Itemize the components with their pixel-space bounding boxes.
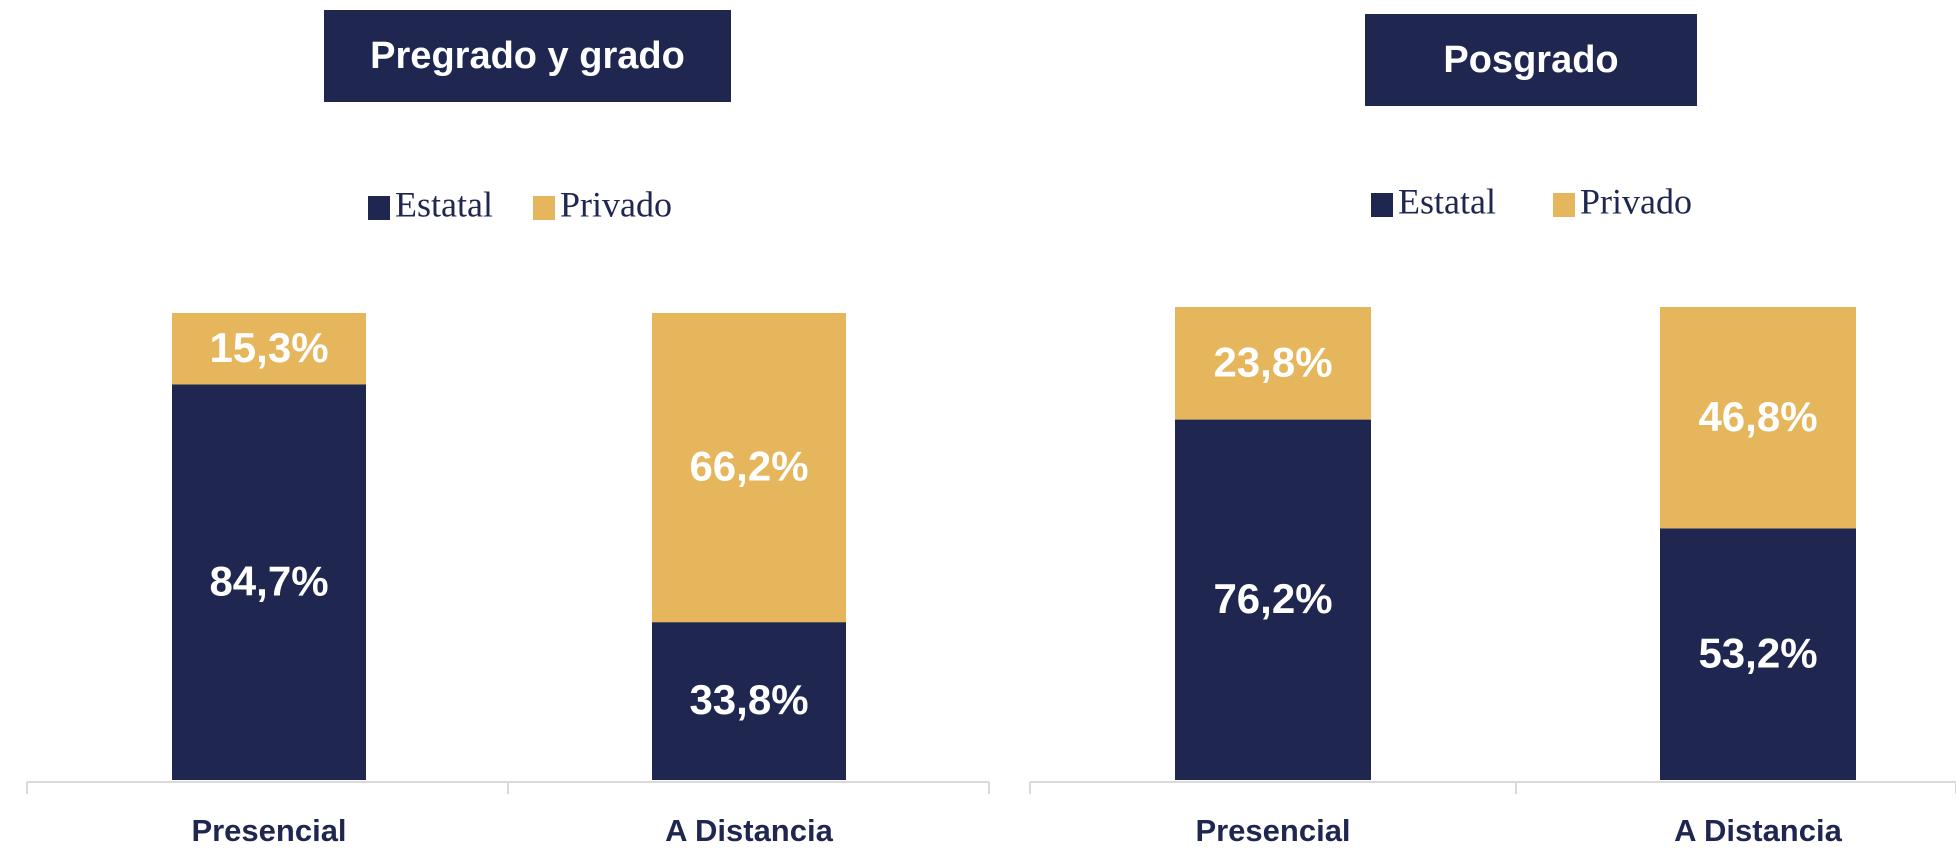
legend-label: Privado bbox=[560, 184, 672, 224]
legend-swatch bbox=[533, 196, 555, 220]
value-label: 15,3% bbox=[209, 324, 328, 371]
legend-swatch bbox=[1371, 193, 1393, 217]
legend-label: Privado bbox=[1580, 181, 1692, 221]
bar-segment bbox=[172, 313, 366, 385]
legend-swatch bbox=[368, 196, 390, 220]
bar-segment bbox=[652, 622, 846, 780]
bar-segment bbox=[1175, 307, 1371, 420]
value-label: 84,7% bbox=[209, 557, 328, 604]
x-tick-label: A Distancia bbox=[665, 813, 833, 848]
bar-segment bbox=[1660, 528, 1856, 780]
title-box bbox=[324, 10, 731, 102]
value-label: 46,8% bbox=[1698, 393, 1817, 440]
title-box bbox=[1365, 14, 1697, 106]
x-tick-label: Presencial bbox=[191, 813, 346, 848]
x-tick-label: Presencial bbox=[1195, 813, 1350, 848]
chart-title: Posgrado bbox=[1443, 39, 1618, 81]
bar-segment bbox=[1660, 307, 1856, 529]
bar-segment bbox=[1175, 419, 1371, 780]
value-label: 53,2% bbox=[1698, 629, 1817, 676]
legend-label: Estatal bbox=[1398, 181, 1496, 221]
value-label: 76,2% bbox=[1213, 575, 1332, 622]
x-tick-label: A Distancia bbox=[1674, 813, 1842, 848]
value-label: 23,8% bbox=[1213, 338, 1332, 385]
value-label: 33,8% bbox=[689, 676, 808, 723]
legend-swatch bbox=[1553, 193, 1575, 217]
legend-label: Estatal bbox=[395, 184, 493, 224]
chart-title: Pregrado y grado bbox=[370, 35, 685, 77]
value-label: 66,2% bbox=[689, 443, 808, 490]
bar-segment bbox=[172, 384, 366, 780]
bar-segment bbox=[652, 313, 846, 623]
